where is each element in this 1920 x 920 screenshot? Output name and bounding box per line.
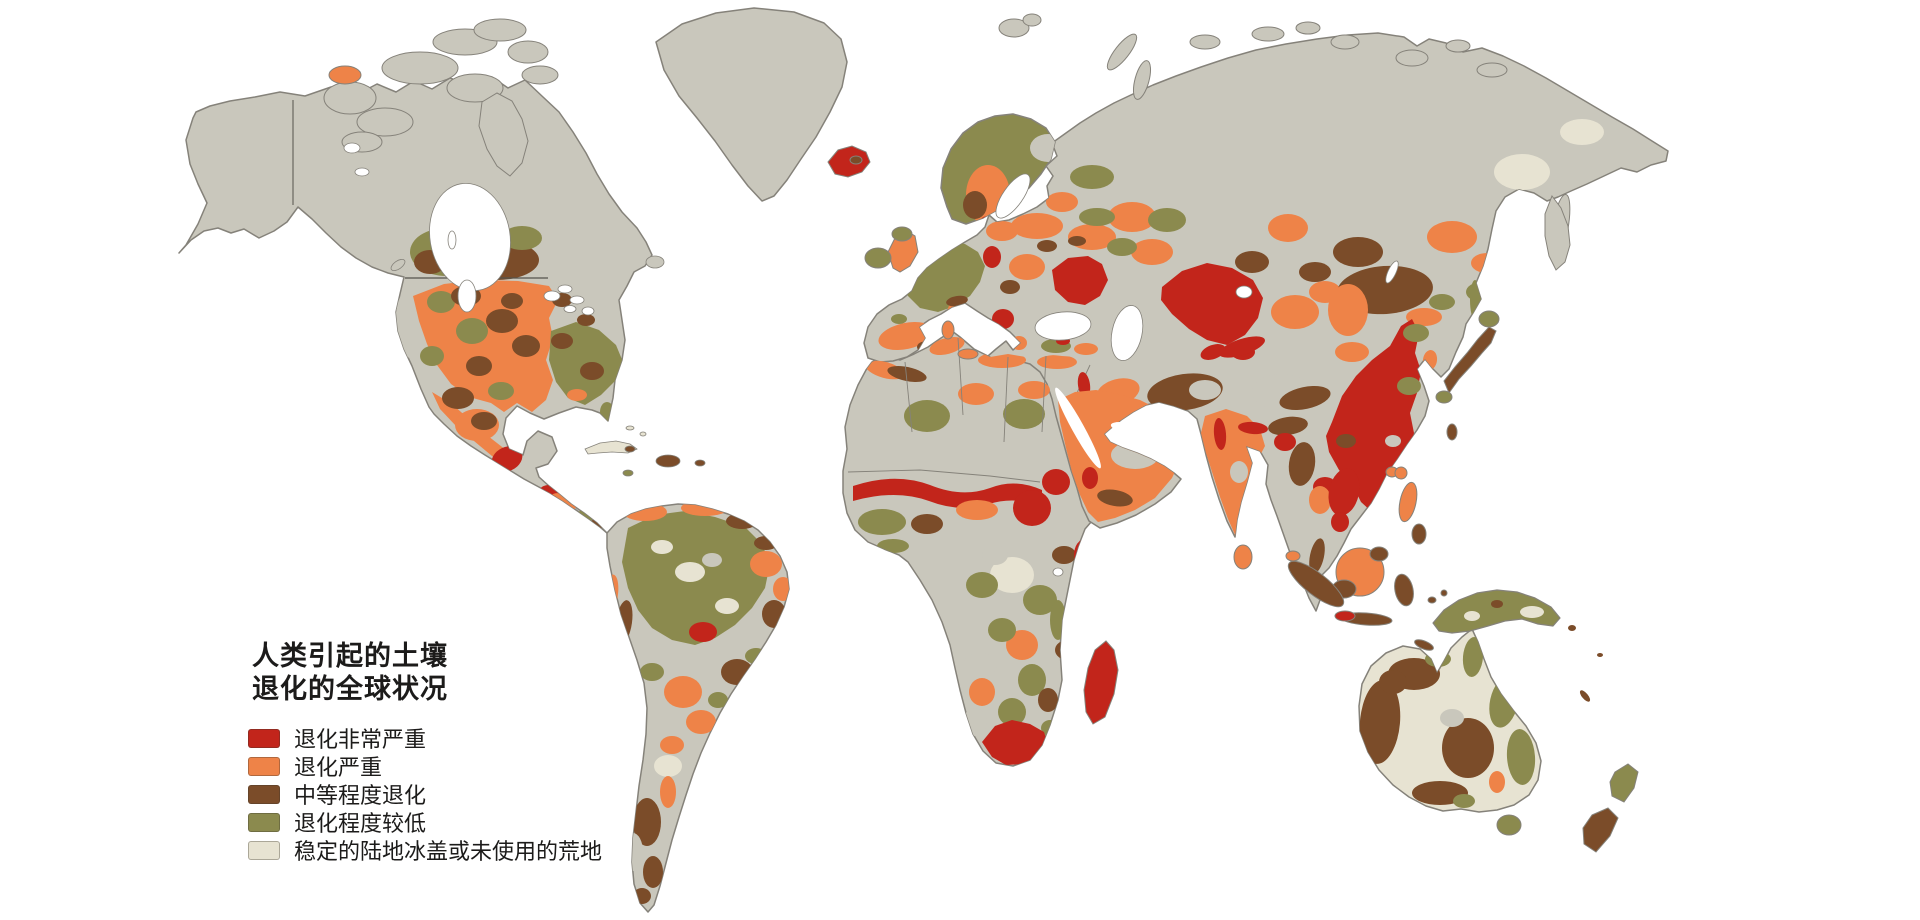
legend-label-moderate: 中等程度退化: [294, 783, 427, 808]
new-zealand-north: [1609, 763, 1639, 803]
map-title-line-1: 人类引起的土壤: [252, 641, 448, 671]
timor: [1414, 639, 1434, 651]
legend-swatch-stable: [248, 840, 280, 860]
kamchatka: [1544, 194, 1571, 271]
caribbean-islands: [390, 255, 706, 477]
lake-baikal: [1385, 260, 1399, 284]
legend-swatch-very-severe: [248, 728, 280, 748]
great-britain: [887, 229, 919, 273]
baltic-sea: [995, 173, 1031, 219]
greenland-landmass: [655, 7, 848, 202]
caspian-sea: [1110, 305, 1144, 361]
legend-swatch-severe: [248, 756, 280, 776]
map-legend: 退化非常严重 退化严重 中等程度退化 退化程度较低 稳定的陆地冰盖或未使用的荒地: [248, 724, 602, 864]
oceania-islands: [1496, 763, 1639, 853]
iceland: [827, 145, 871, 178]
great-lakes: [543, 290, 561, 302]
aral-sea: [1235, 285, 1253, 299]
ireland: [864, 247, 892, 269]
arctic-islands: [323, 13, 1508, 177]
sulawesi: [1394, 573, 1414, 607]
map-title: 人类引起的土壤 退化的全球状况: [252, 640, 448, 706]
legend-label-stable: 稳定的陆地冰盖或未使用的荒地: [294, 839, 603, 864]
legend-row-stable: 稳定的陆地冰盖或未使用的荒地: [248, 836, 602, 864]
tasmania: [1496, 814, 1522, 836]
black-sea: [1034, 311, 1092, 341]
lake-victoria: [1052, 567, 1064, 577]
legend-swatch-low: [248, 812, 280, 832]
hudson-bay: [429, 182, 511, 292]
map-title-line-2: 退化的全球状况: [252, 674, 448, 704]
east-asia-islands: [1385, 193, 1571, 478]
southeast-asia-islands: [1285, 466, 1448, 651]
legend-swatch-moderate: [248, 784, 280, 804]
hokkaido: [1478, 310, 1500, 328]
sri-lanka: [1233, 544, 1253, 570]
kyushu: [1435, 390, 1453, 404]
south-america-patches: [607, 504, 789, 904]
persian-gulf: [1110, 422, 1170, 442]
indian-ocean-islands: [1083, 544, 1253, 725]
philippines: [1398, 481, 1418, 523]
new-zealand-south: [1582, 807, 1619, 853]
legend-row-severe: 退化严重: [248, 752, 602, 780]
legend-row-moderate: 中等程度退化: [248, 780, 602, 808]
new-guinea-patches: [1464, 600, 1603, 702]
legend-row-low: 退化程度较低: [248, 808, 602, 836]
atlantic-islands: [827, 145, 979, 360]
legend-row-very-severe: 退化非常严重: [248, 724, 602, 752]
red-sea: [1055, 387, 1101, 469]
hispaniola: [655, 454, 681, 468]
lakes-and-seas: [343, 142, 1399, 577]
legend-label-very-severe: 退化非常严重: [294, 727, 427, 752]
madagascar: [1083, 640, 1119, 725]
taiwan: [1446, 423, 1458, 441]
legend-label-severe: 退化严重: [294, 755, 383, 780]
japan-honshu: [1443, 326, 1497, 395]
sumatra: [1287, 560, 1345, 608]
legend-label-low: 退化程度较低: [294, 811, 427, 836]
newfoundland: [645, 255, 665, 269]
